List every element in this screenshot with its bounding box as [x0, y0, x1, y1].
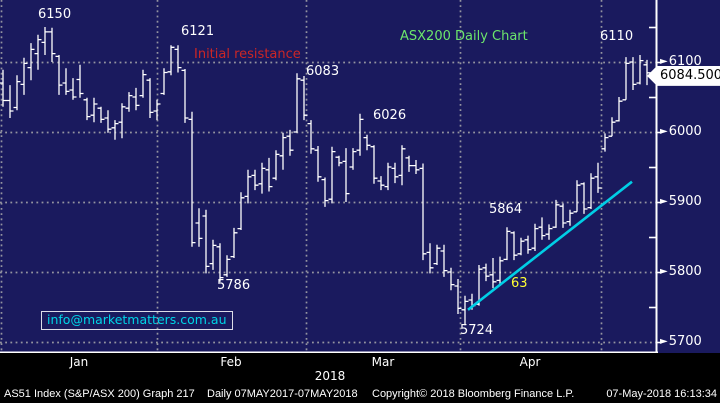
x-axis-labels[interactable]: Jan Feb Mar Apr 2018 [0, 353, 720, 385]
label-6083: 6083 [306, 64, 340, 79]
month-label-mar: Mar [371, 355, 395, 369]
label-63: 63 [511, 276, 528, 291]
tick-value: 6000 [668, 124, 702, 139]
tick-arrow-icon: ► [660, 196, 668, 207]
tick-value: 5700 [668, 334, 702, 349]
month-label-feb: Feb [220, 355, 242, 369]
status-bar: AS51 Index (S&P/ASX 200) Graph 217 Daily… [0, 385, 720, 403]
x-axis-year-label: 2018 [314, 369, 346, 383]
month-label-jan: Jan [69, 355, 89, 369]
label-6110: 6110 [600, 29, 634, 44]
label-5864: 5864 [489, 202, 523, 217]
price-chart-svg [0, 0, 662, 353]
chart-plot-area[interactable]: ASX200 Daily Chart info@marketmatters.co… [0, 0, 720, 353]
y-axis-tick-label: ► 5700 [660, 334, 702, 350]
status-instrument: AS51 Index (S&P/ASX 200) Graph 217 [4, 388, 195, 400]
tick-arrow-icon: ► [660, 266, 668, 277]
status-copyright: Copyright© 2018 Bloomberg Finance L.P. [372, 388, 575, 400]
label-5786: 5786 [217, 278, 251, 293]
month-label-apr: Apr [519, 355, 541, 369]
chart-title: ASX200 Daily Chart [400, 29, 528, 44]
status-timestamp: 07-May-2018 16:13:34 [606, 388, 717, 400]
tick-value: 6100 [668, 54, 702, 69]
tick-value: 5800 [668, 264, 702, 279]
y-axis-tick-label: ► 6100 [660, 54, 702, 70]
label-6121: 6121 [181, 24, 215, 39]
status-date-range: Daily 07MAY2017-07MAY2018 [207, 388, 358, 400]
label-5724: 5724 [460, 323, 494, 338]
tick-arrow-icon: ► [660, 336, 668, 347]
label-6150: 6150 [38, 7, 72, 22]
label-6026: 6026 [373, 108, 407, 123]
initial-resistance-label: Initial resistance [194, 47, 301, 62]
y-axis-tick-label: ► 6000 [660, 124, 702, 140]
watermark-email: info@marketmatters.com.au [41, 311, 233, 330]
y-axis-tick-label: ► 5800 [660, 264, 702, 280]
tick-value: 5900 [668, 194, 702, 209]
tick-arrow-icon: ► [660, 56, 668, 67]
y-axis-tick-label: ► 5900 [660, 194, 702, 210]
uptrend-line [467, 180, 633, 311]
last-price-tag: 6084.500 [647, 65, 720, 86]
tick-arrow-icon: ► [660, 126, 668, 137]
ohlc-bars [0, 27, 651, 326]
